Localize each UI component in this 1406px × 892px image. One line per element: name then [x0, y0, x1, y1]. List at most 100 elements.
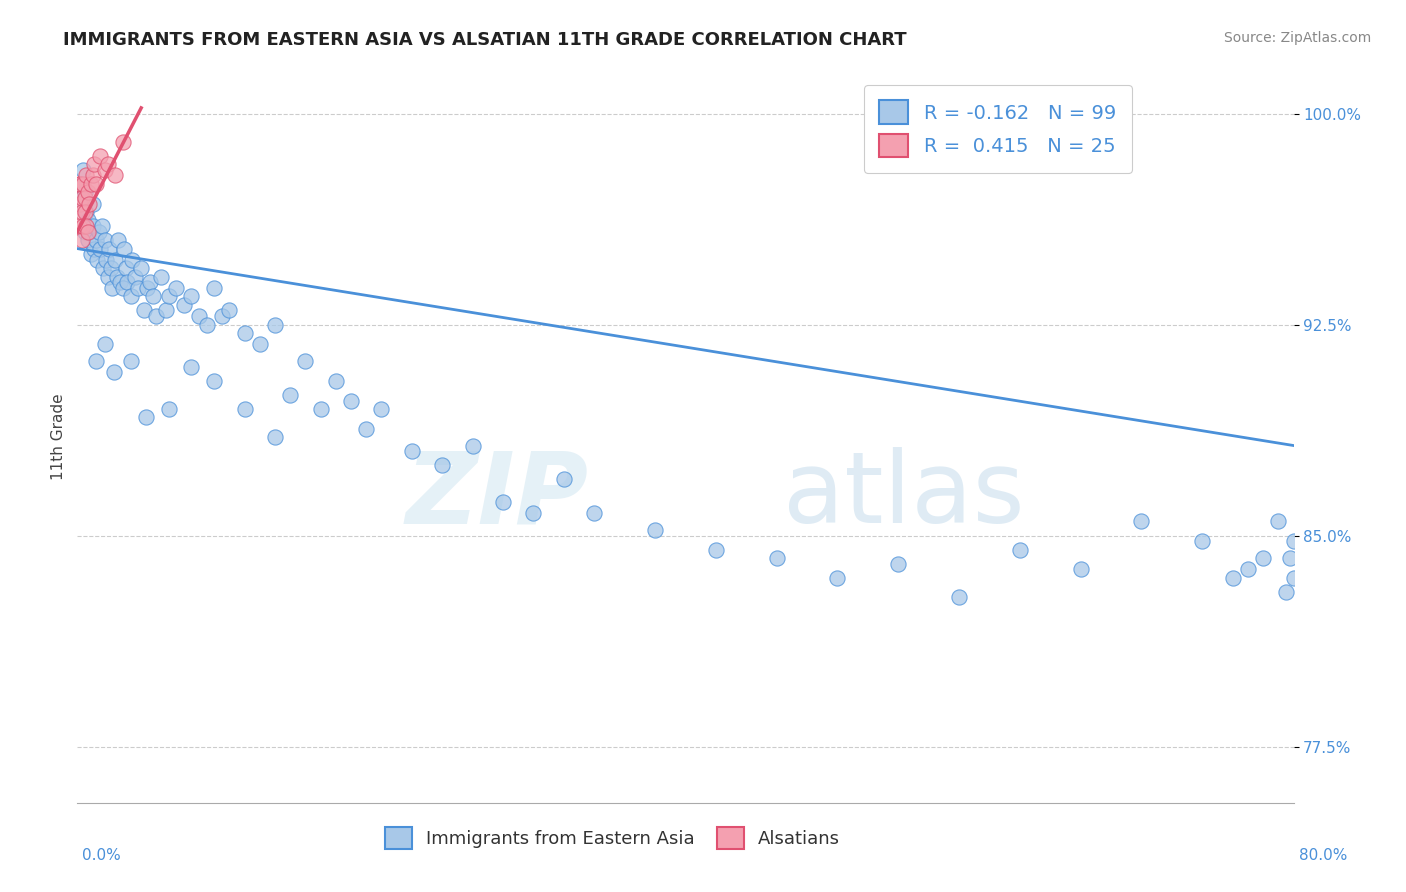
Point: [1070, 562, 1092, 576]
Point: [69, 196, 91, 211]
Point: [278, 388, 301, 402]
Point: [89, 149, 111, 163]
Text: IMMIGRANTS FROM EASTERN ASIA VS ALSATIAN 11TH GRADE CORRELATION CHART: IMMIGRANTS FROM EASTERN ASIA VS ALSATIAN…: [63, 31, 907, 49]
Point: [67, 191, 90, 205]
Point: [72, 162, 94, 177]
Point: [77, 213, 100, 227]
Point: [73, 205, 96, 219]
Point: [157, 289, 180, 303]
Point: [1267, 515, 1289, 529]
Point: [79, 225, 101, 239]
Point: [233, 326, 256, 340]
Point: [492, 495, 515, 509]
Point: [84, 177, 107, 191]
Text: 80.0%: 80.0%: [1299, 848, 1347, 863]
Point: [114, 242, 136, 256]
Point: [100, 261, 122, 276]
Point: [325, 374, 347, 388]
Text: atlas: atlas: [783, 447, 1025, 544]
Point: [340, 393, 363, 408]
Point: [180, 359, 202, 374]
Point: [704, 542, 727, 557]
Point: [644, 523, 666, 537]
Point: [121, 252, 143, 267]
Point: [101, 281, 124, 295]
Point: [75, 205, 97, 219]
Point: [827, 571, 849, 585]
Point: [124, 269, 146, 284]
Point: [765, 551, 787, 566]
Point: [294, 354, 316, 368]
Point: [1191, 534, 1213, 549]
Point: [111, 281, 134, 295]
Text: Source: ZipAtlas.com: Source: ZipAtlas.com: [1223, 31, 1371, 45]
Point: [69, 177, 91, 191]
Point: [218, 303, 240, 318]
Point: [149, 269, 172, 284]
Text: 0.0%: 0.0%: [82, 848, 121, 863]
Point: [180, 289, 202, 303]
Point: [155, 303, 177, 318]
Y-axis label: 11th Grade: 11th Grade: [51, 393, 66, 481]
Point: [80, 177, 103, 191]
Point: [583, 506, 606, 520]
Point: [1251, 551, 1274, 566]
Point: [135, 410, 157, 425]
Point: [108, 276, 131, 290]
Point: [96, 252, 118, 267]
Point: [91, 261, 114, 276]
Point: [93, 233, 115, 247]
Point: [134, 303, 156, 318]
Point: [83, 242, 105, 256]
Point: [1279, 551, 1302, 566]
Point: [82, 219, 104, 233]
Point: [75, 169, 97, 183]
Point: [82, 169, 104, 183]
Point: [111, 135, 134, 149]
Point: [70, 191, 93, 205]
Point: [173, 298, 195, 312]
Legend: Immigrants from Eastern Asia, Alsatians: Immigrants from Eastern Asia, Alsatians: [378, 820, 848, 856]
Point: [72, 177, 94, 191]
Point: [1282, 534, 1305, 549]
Point: [97, 269, 120, 284]
Point: [89, 242, 111, 256]
Point: [233, 401, 256, 416]
Point: [77, 225, 100, 239]
Point: [127, 281, 149, 295]
Point: [117, 276, 139, 290]
Point: [370, 401, 392, 416]
Point: [83, 157, 105, 171]
Point: [69, 196, 91, 211]
Point: [264, 430, 287, 444]
Point: [93, 162, 115, 177]
Point: [142, 289, 165, 303]
Point: [309, 401, 332, 416]
Point: [84, 354, 107, 368]
Point: [202, 374, 225, 388]
Point: [553, 472, 575, 486]
Point: [107, 233, 129, 247]
Point: [195, 318, 218, 332]
Point: [93, 337, 115, 351]
Point: [1222, 571, 1244, 585]
Point: [97, 157, 120, 171]
Point: [86, 252, 108, 267]
Point: [79, 196, 101, 211]
Point: [354, 422, 377, 436]
Point: [887, 557, 910, 571]
Point: [72, 219, 94, 233]
Point: [401, 444, 423, 458]
Point: [1282, 571, 1305, 585]
Point: [75, 219, 97, 233]
Point: [73, 186, 96, 200]
Point: [70, 233, 93, 247]
Point: [105, 269, 128, 284]
Point: [948, 591, 970, 605]
Point: [1130, 515, 1153, 529]
Point: [1008, 542, 1031, 557]
Point: [104, 252, 127, 267]
Point: [87, 225, 110, 239]
Point: [80, 247, 103, 261]
Point: [70, 205, 93, 219]
